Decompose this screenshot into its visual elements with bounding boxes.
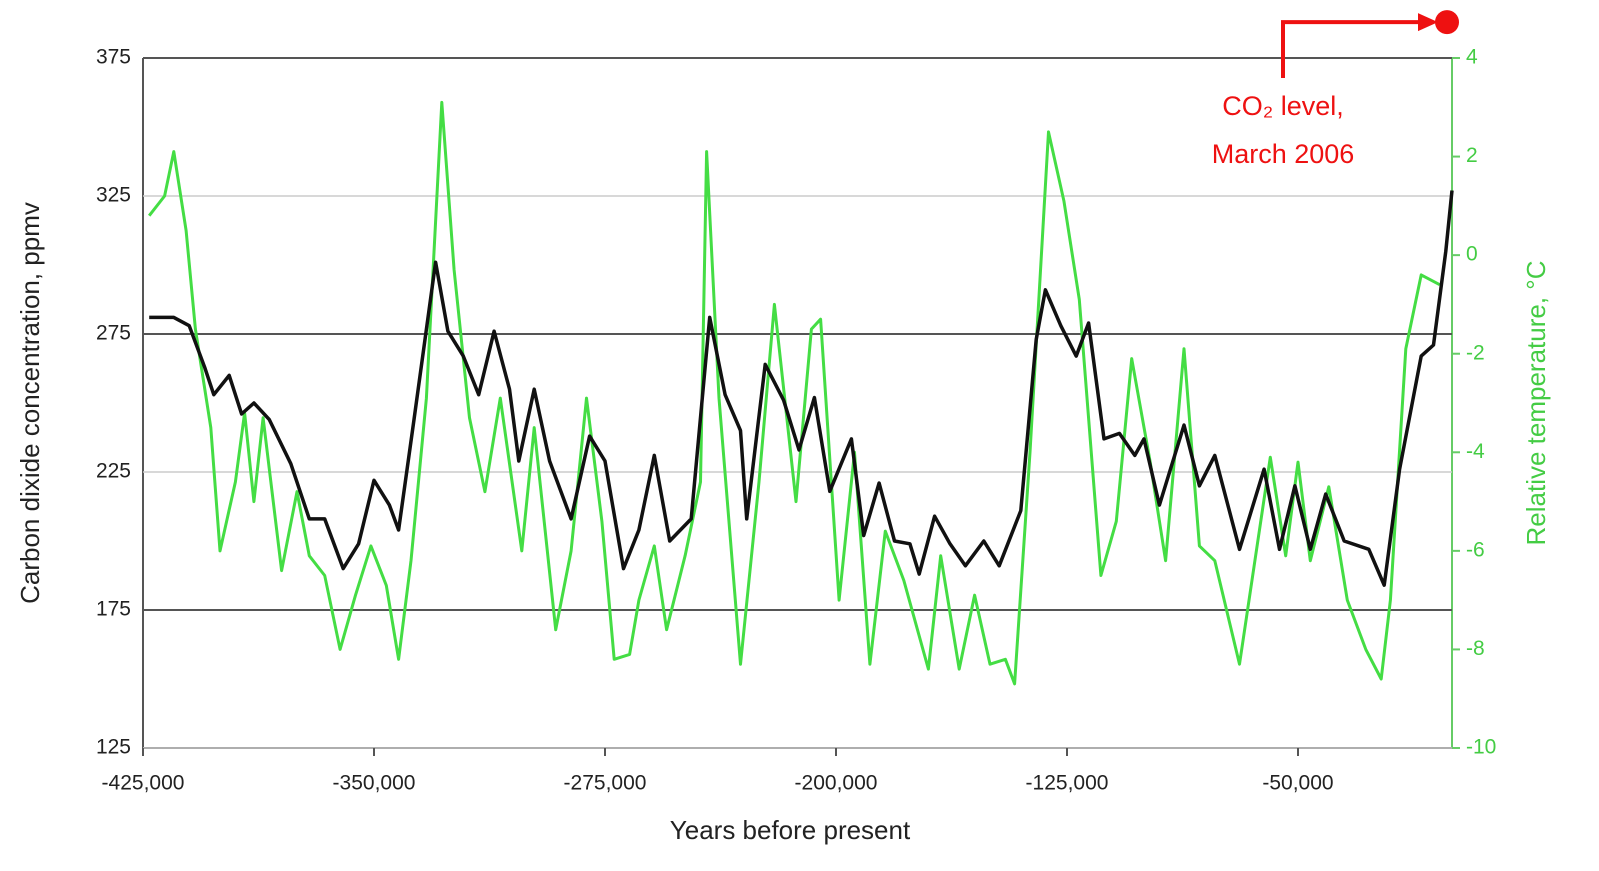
- y-tick-label: 175: [96, 598, 131, 621]
- annotation-text: March 2006: [1212, 139, 1355, 169]
- y2-tick-label: -4: [1466, 440, 1485, 463]
- x-tick-label: -350,000: [333, 772, 416, 795]
- y-tick-label: 275: [96, 322, 131, 345]
- y2-tick-label: -8: [1466, 637, 1485, 660]
- y-tick-label: 225: [96, 460, 131, 483]
- x-tick-label: -425,000: [102, 772, 185, 795]
- series-line: [148, 100, 1441, 686]
- x-tick-label: -50,000: [1262, 772, 1333, 795]
- annotation-arrow: [1281, 20, 1422, 78]
- x-tick-label: -200,000: [795, 772, 878, 795]
- y2-tick-label: 4: [1466, 46, 1478, 69]
- y2-tick-label: 2: [1466, 144, 1478, 167]
- y-axis-label: Carbon dixide concentration, ppmv: [15, 202, 45, 604]
- y2-tick-label: -10: [1466, 736, 1496, 759]
- annotation-text: CO₂ level,: [1222, 91, 1344, 121]
- annotation-point: [1435, 10, 1459, 35]
- y2-tick-label: -2: [1466, 341, 1485, 364]
- y-tick-label: 375: [96, 46, 131, 69]
- x-tick-label: -125,000: [1026, 772, 1109, 795]
- x-tick-label: -275,000: [564, 772, 647, 795]
- y-tick-label: 125: [96, 736, 131, 759]
- y-tick-label: 325: [96, 184, 131, 207]
- y2-axis-label: Relative temperature, °C: [1521, 261, 1551, 546]
- y2-tick-label: -6: [1466, 538, 1485, 561]
- arrow-head: [1418, 13, 1438, 32]
- x-axis-label: Years before present: [670, 815, 911, 845]
- series-line: [149, 190, 1454, 587]
- y2-tick-label: 0: [1466, 243, 1478, 266]
